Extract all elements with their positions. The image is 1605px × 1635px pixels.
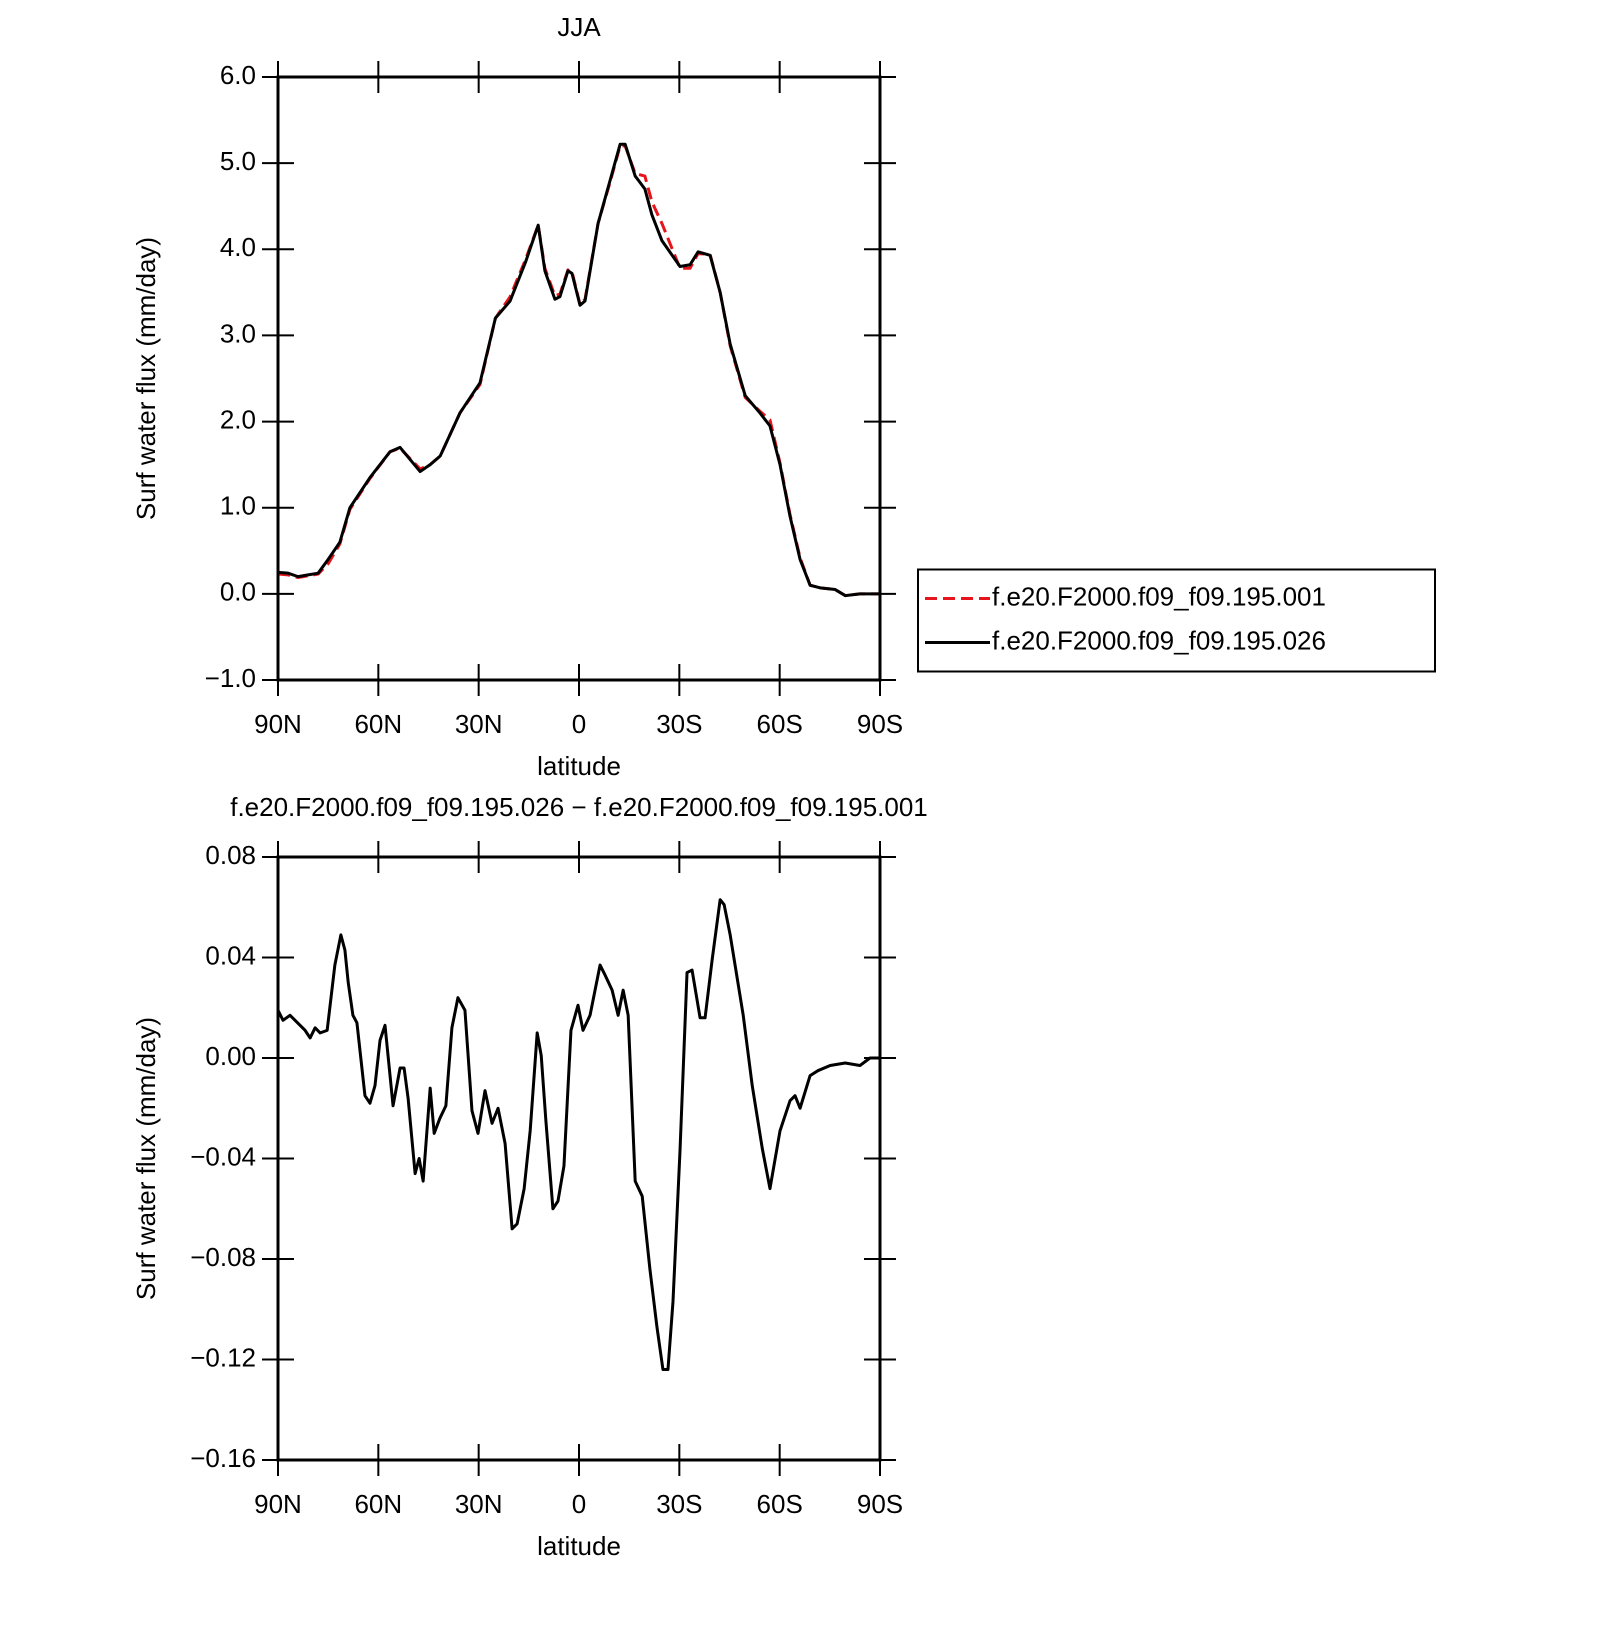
y-tick-label: −1.0 [205,663,256,693]
y-tick-label: 2.0 [220,404,256,434]
x-tick-label: 0 [572,1489,586,1519]
series-line [276,898,880,1372]
y-tick-label: 4.0 [220,232,256,262]
y-tick-label: 5.0 [220,146,256,176]
series-line [277,142,880,598]
y-tick-label: 6.0 [220,60,256,90]
x-tick-label: 90S [857,709,903,739]
x-axis-label: latitude [537,751,621,781]
x-tick-label: 0 [572,709,586,739]
x-tick-label: 60S [757,1489,803,1519]
x-tick-label: 30N [455,709,503,739]
x-tick-label: 60N [354,709,402,739]
x-tick-label: 60S [757,709,803,739]
y-axis-label: Surf water flux (mm/day) [131,237,161,520]
y-tick-label: −0.16 [190,1443,256,1473]
chart-title: JJA [557,12,601,42]
y-tick-label: 3.0 [220,318,256,348]
legend-label: f.e20.F2000.f09_f09.195.001 [992,581,1326,611]
y-tick-label: −0.08 [190,1242,256,1272]
y-tick-label: 0.08 [205,840,256,870]
y-tick-label: 0.00 [205,1041,256,1071]
y-tick-label: −0.12 [190,1342,256,1372]
x-tick-label: 30N [455,1489,503,1519]
x-tick-label: 90N [254,709,302,739]
x-tick-label: 30S [656,1489,702,1519]
x-tick-label: 30S [656,709,702,739]
x-tick-label: 60N [354,1489,402,1519]
y-axis-label: Surf water flux (mm/day) [131,1017,161,1300]
plot-frame [276,855,882,1462]
y-tick-label: −0.04 [190,1141,256,1171]
x-tick-label: 90S [857,1489,903,1519]
x-tick-label: 90N [254,1489,302,1519]
plot-frame [276,75,882,682]
legend-label: f.e20.F2000.f09_f09.195.026 [992,625,1326,655]
x-axis-label: latitude [537,1531,621,1561]
series-line [277,144,880,598]
y-tick-label: 1.0 [220,491,256,521]
legend-box [917,568,1436,673]
y-tick-label: 0.0 [220,577,256,607]
chart-title: f.e20.F2000.f09_f09.195.026 − f.e20.F200… [230,792,928,822]
y-tick-label: 0.04 [205,940,256,970]
